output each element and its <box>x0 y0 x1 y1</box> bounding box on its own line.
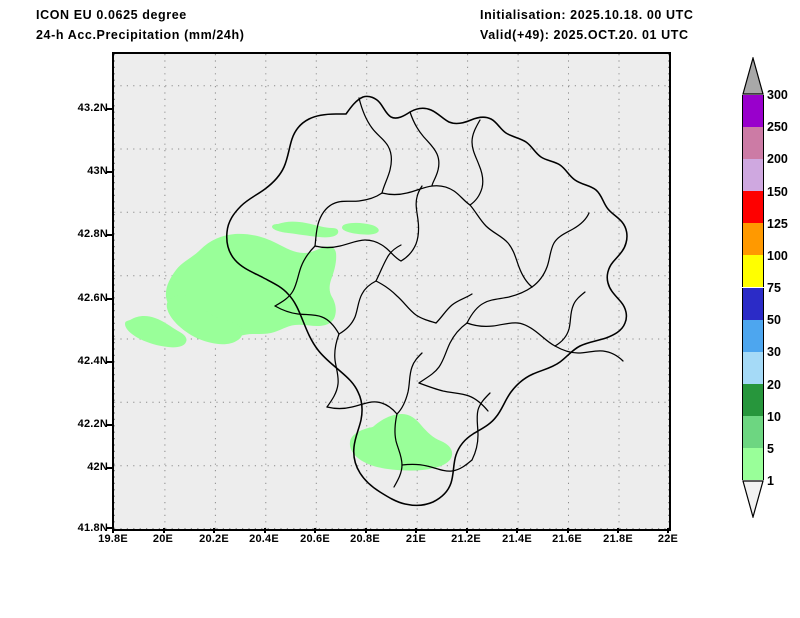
field-title: 24-h Acc.Precipitation (mm/24h) <box>36 28 245 42</box>
x-tick-label-1: 20E <box>152 533 174 545</box>
y-tick-mark-2 <box>107 234 112 236</box>
x-tick-label-4: 20.6E <box>300 533 330 545</box>
x-tick-label-3: 20.4E <box>249 533 279 545</box>
x-tick-label-9: 21.6E <box>552 533 582 545</box>
y-tick-label-7: 41.8N <box>77 522 108 534</box>
y-tick-mark-3 <box>107 298 112 300</box>
colorbar-label-50: 50 <box>767 313 781 327</box>
colorbar-band-75 <box>742 255 764 288</box>
colorbar-label-5: 5 <box>767 442 774 456</box>
colorbar-band-1 <box>742 447 764 480</box>
x-tick-label-0: 19.8E <box>98 533 128 545</box>
x-tick-mark-0 <box>112 528 114 533</box>
x-tick-label-8: 21.4E <box>502 533 532 545</box>
x-tick-mark-7 <box>466 528 468 533</box>
precip-band-1-5 <box>125 221 453 471</box>
colorbar-under-arrow <box>742 480 764 520</box>
x-tick-label-11: 22E <box>657 533 679 545</box>
y-tick-label-0: 43.2N <box>77 102 108 114</box>
colorbar-band-10 <box>742 383 764 416</box>
x-tick-mark-9 <box>567 528 569 533</box>
colorbar-band-150 <box>742 159 764 192</box>
y-tick-mark-6 <box>107 467 112 469</box>
x-tick-label-10: 21.8E <box>603 533 633 545</box>
y-tick-label-2: 42.8N <box>77 228 108 240</box>
y-tick-mark-5 <box>107 424 112 426</box>
colorbar-label-30: 30 <box>767 345 781 359</box>
x-tick-label-2: 20.2E <box>199 533 229 545</box>
x-tick-mark-2 <box>213 528 215 533</box>
colorbar-band-5 <box>742 415 764 448</box>
colorbar-band-100 <box>742 223 764 256</box>
initialisation-time: Initialisation: 2025.10.18. 00 UTC <box>480 8 694 22</box>
y-tick-label-6: 42N <box>87 461 108 473</box>
colorbar-label-125: 125 <box>767 217 788 231</box>
y-tick-mark-4 <box>107 361 112 363</box>
x-tick-mark-10 <box>617 528 619 533</box>
y-tick-mark-7 <box>107 527 112 529</box>
colorbar-label-200: 200 <box>767 152 788 166</box>
x-tick-mark-5 <box>365 528 367 533</box>
colorbar <box>742 95 764 480</box>
y-tick-label-3: 42.6N <box>77 292 108 304</box>
y-tick-label-5: 42.2N <box>77 418 108 430</box>
colorbar-label-250: 250 <box>767 120 788 134</box>
x-tick-mark-6 <box>415 528 417 533</box>
map-plot-area <box>112 52 671 531</box>
y-tick-mark-0 <box>107 108 112 110</box>
colorbar-band-20 <box>742 351 764 384</box>
colorbar-label-150: 150 <box>767 185 788 199</box>
map-canvas <box>114 54 669 529</box>
model-title: ICON EU 0.0625 degree <box>36 8 187 22</box>
colorbar-label-20: 20 <box>767 378 781 392</box>
x-tick-label-7: 21.2E <box>451 533 481 545</box>
x-tick-mark-11 <box>667 528 669 533</box>
municipality-borders <box>274 97 624 488</box>
x-tick-mark-8 <box>516 528 518 533</box>
x-tick-mark-3 <box>264 528 266 533</box>
national-border <box>225 95 628 507</box>
valid-time: Valid(+49): 2025.OCT.20. 01 UTC <box>480 28 689 42</box>
colorbar-band-200 <box>742 127 764 160</box>
colorbar-band-250 <box>742 95 764 128</box>
colorbar-band-125 <box>742 191 764 224</box>
y-tick-label-4: 42.4N <box>77 355 108 367</box>
colorbar-band-30 <box>742 319 764 352</box>
x-tick-label-5: 20.8E <box>350 533 380 545</box>
colorbar-over-arrow <box>742 55 764 95</box>
x-tick-mark-4 <box>314 528 316 533</box>
colorbar-label-100: 100 <box>767 249 788 263</box>
colorbar-band-50 <box>742 287 764 320</box>
y-tick-label-1: 43N <box>87 165 108 177</box>
colorbar-label-300: 300 <box>767 88 788 102</box>
colorbar-label-10: 10 <box>767 410 781 424</box>
x-tick-label-6: 21E <box>405 533 427 545</box>
colorbar-label-1: 1 <box>767 474 774 488</box>
x-tick-mark-1 <box>163 528 165 533</box>
colorbar-label-75: 75 <box>767 281 781 295</box>
y-tick-mark-1 <box>107 171 112 173</box>
